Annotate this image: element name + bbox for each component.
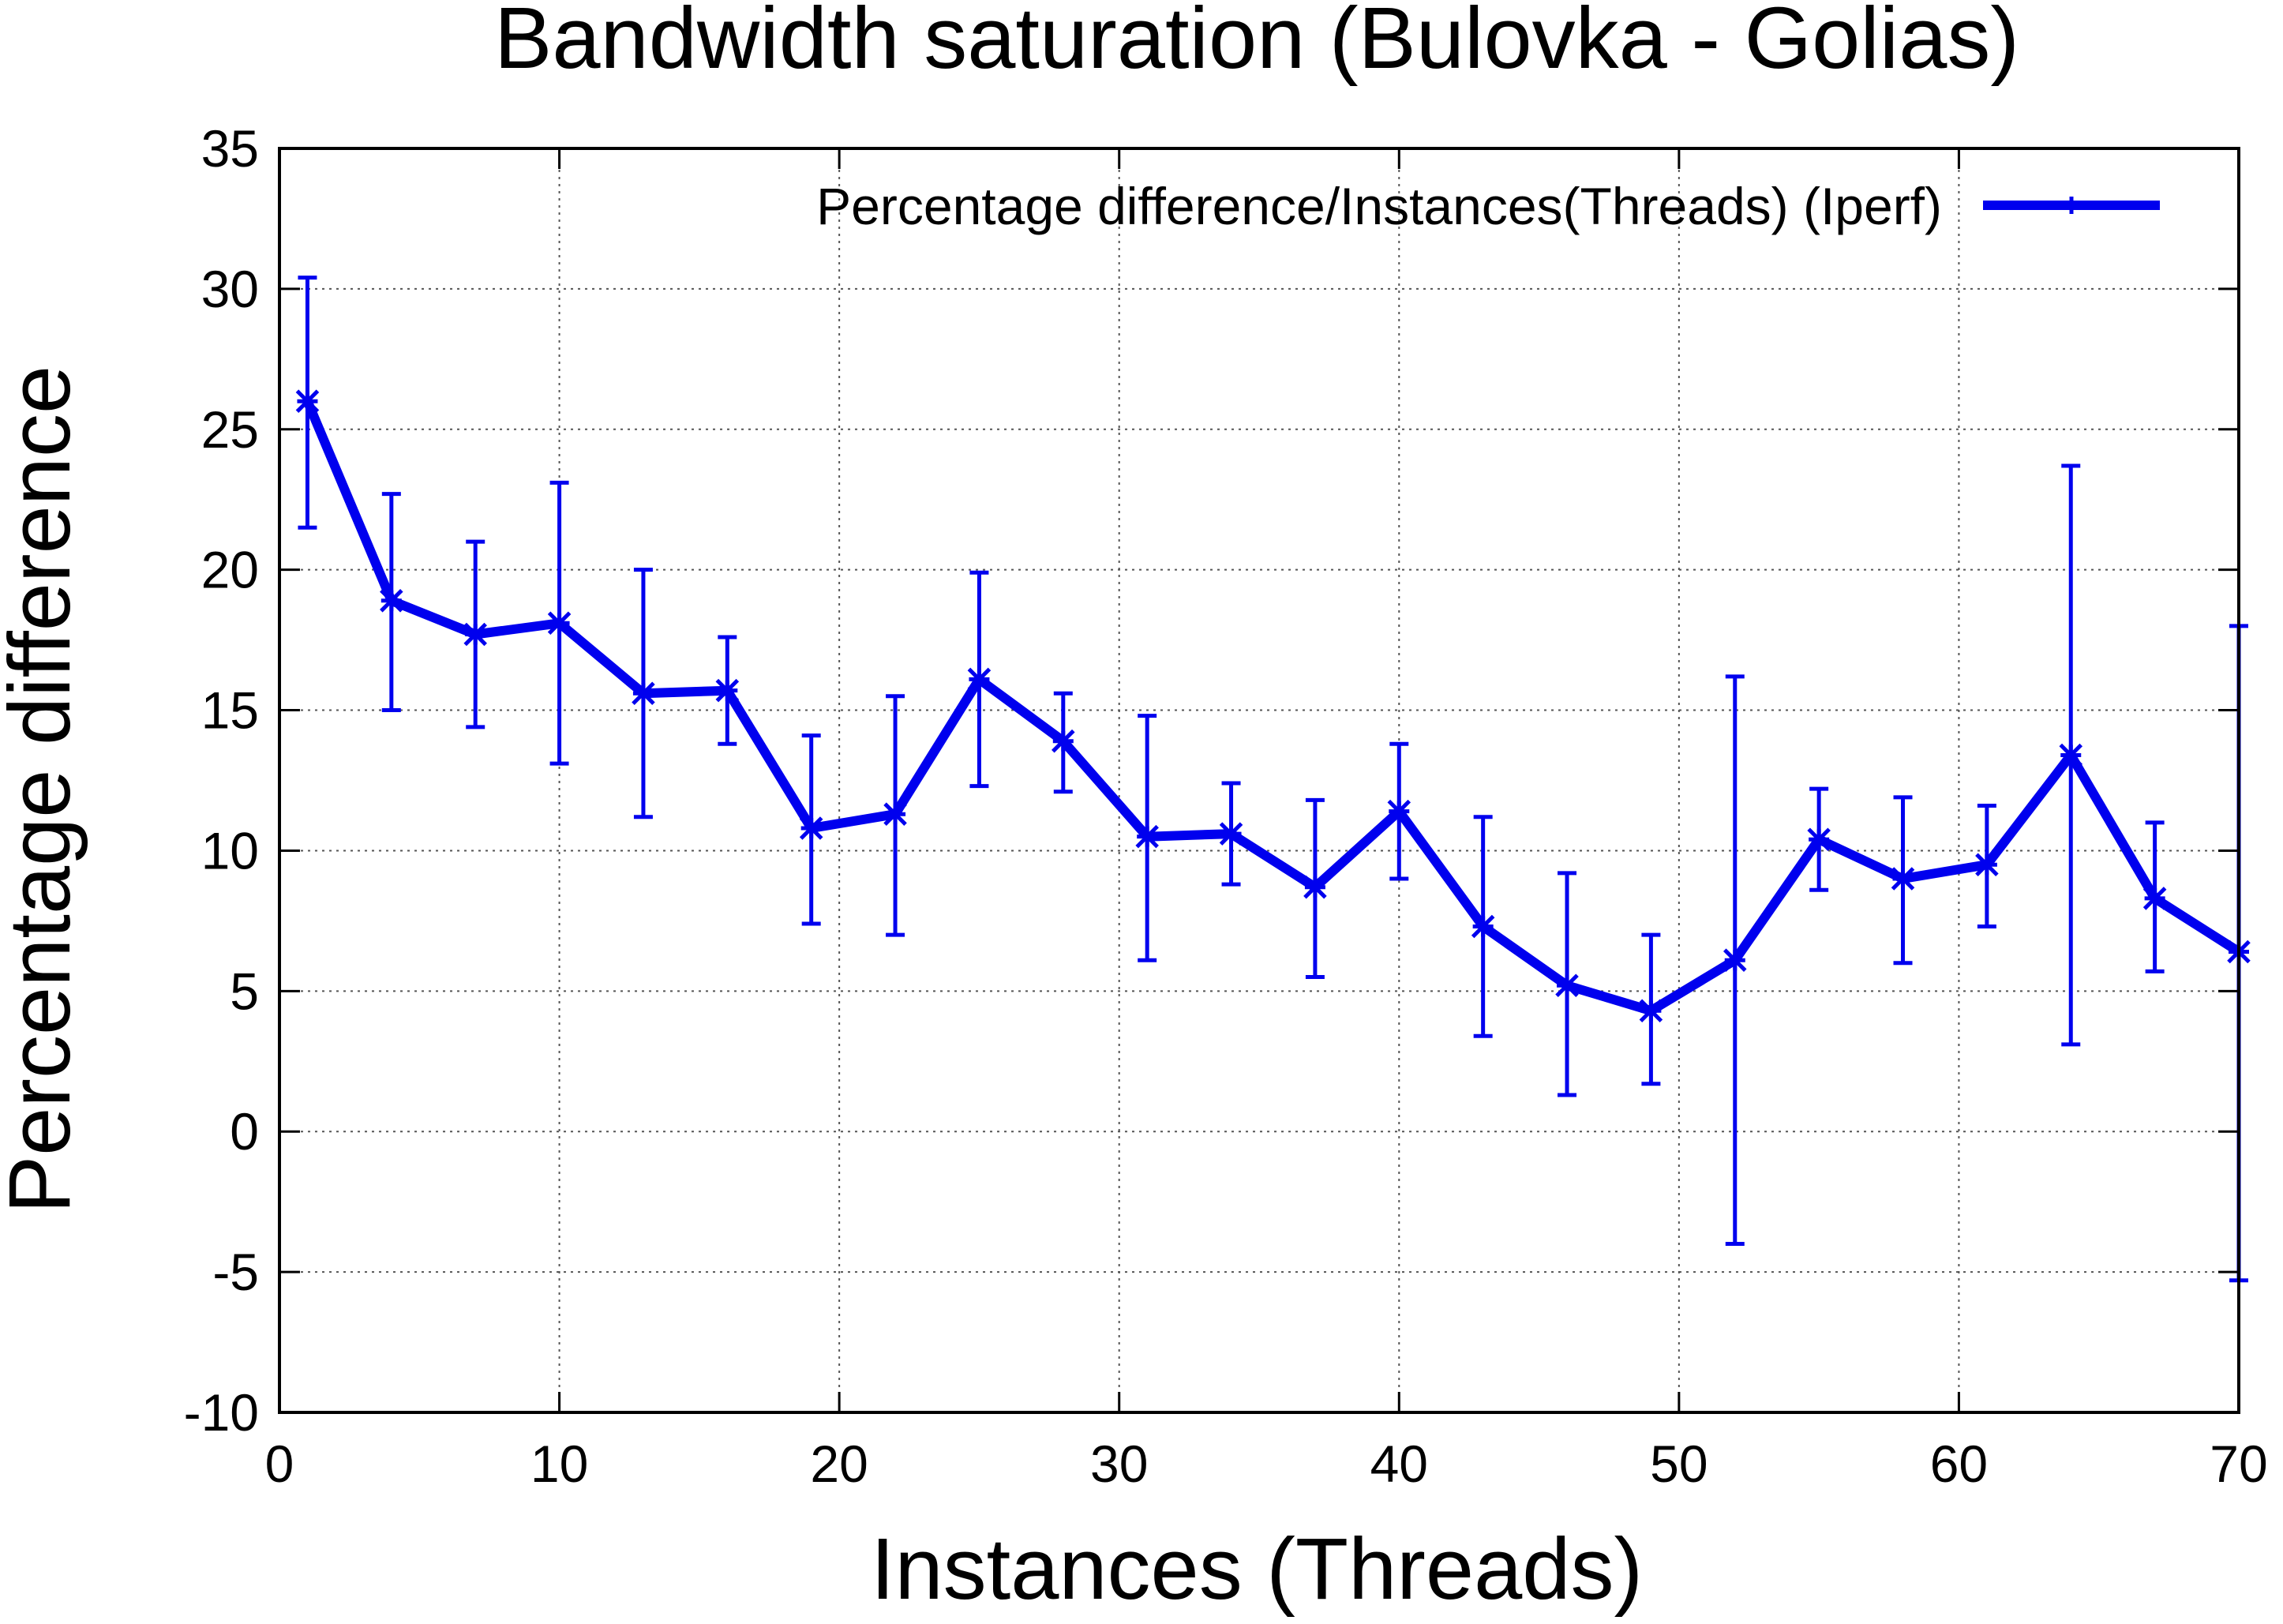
y-tick-label: 30 [201,260,259,318]
data-point-marker [1471,914,1495,939]
data-point-marker [1135,824,1159,849]
legend-label: Percentage difference/Instances(Threads)… [816,177,1942,235]
y-tick-label: 35 [201,119,259,178]
data-point-marker [1639,999,1663,1023]
x-tick-label: 60 [1930,1435,1988,1493]
data-point-marker [715,678,740,703]
data-point-marker [883,802,907,826]
data-point-marker [547,611,572,636]
y-tick-label: -10 [184,1383,259,1442]
data-point-marker [1723,948,1747,972]
data-point-marker [1555,973,1579,997]
legend: Percentage difference/Instances(Threads)… [816,177,2160,235]
y-tick-label: 5 [230,962,259,1020]
y-tick-label: 15 [201,681,259,740]
data-point-marker [1219,822,1243,846]
x-tick-label: 20 [810,1435,868,1493]
data-point-marker [1052,729,1075,753]
x-axis-label: Instances (Threads) [871,1521,1643,1618]
data-point-marker [1891,867,1915,891]
grid-lines [279,148,2239,1412]
data-point-marker [380,589,403,613]
data-point-marker [1975,853,1999,877]
data-point-marker [1807,827,1831,851]
chart-title: Bandwidth saturation (Bulovka - Golias) [494,0,2019,87]
data-point-marker [2059,743,2083,767]
x-tick-label: 30 [1090,1435,1148,1493]
legend-swatch [1983,197,2160,214]
ticks-layer: -10 -5 0 5 10 15 20 25 30 35 0 10 20 30 40 50 60 70 [184,119,2268,1493]
series-layer [295,276,2251,1283]
x-tick-label: 70 [2210,1435,2267,1493]
plot-frame [278,147,2240,1414]
y-axis-label: Percentage difference [0,366,88,1213]
y-tick-label: -5 [212,1243,259,1301]
data-point-marker [2142,887,2167,910]
data-point-marker [632,681,655,705]
x-tick-label: 40 [1370,1435,1428,1493]
x-tick-label: 50 [1650,1435,1708,1493]
x-tick-label: 10 [530,1435,588,1493]
y-tick-label: 0 [230,1102,259,1161]
series-line [302,396,2244,1016]
data-point-marker [967,667,992,692]
data-point-marker [1387,799,1411,823]
y-tick-label: 20 [201,541,259,599]
y-tick-label: 10 [201,821,259,880]
x-tick-label: 0 [265,1435,294,1493]
data-point-marker [799,816,823,840]
data-point-marker [295,389,320,413]
y-tick-label: 25 [201,400,259,459]
data-point-marker [463,622,487,647]
data-point-marker [1303,875,1327,899]
